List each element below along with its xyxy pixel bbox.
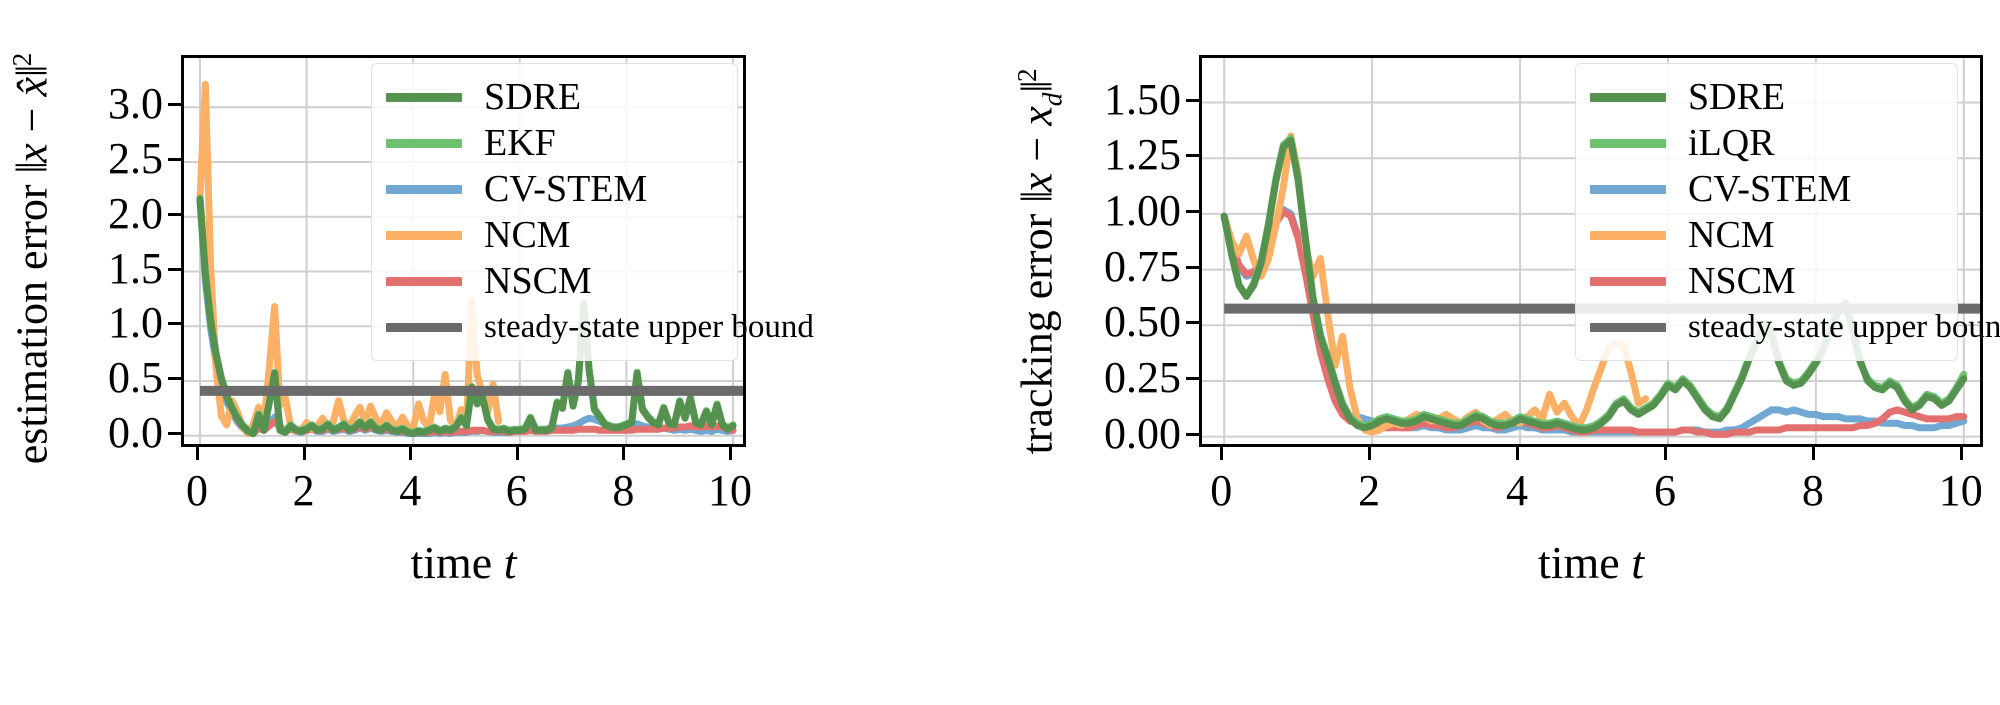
y-tick-mark <box>168 103 181 107</box>
legend-swatch-nscm <box>1590 276 1666 286</box>
y-tick-label: 0.0 <box>108 407 163 457</box>
legend-swatch-ekf <box>386 138 462 148</box>
x-tick-mark <box>302 447 306 460</box>
x-tick-mark <box>1368 447 1372 460</box>
legend-label: NCM <box>1688 214 1775 256</box>
y-tick-mark <box>1186 154 1199 158</box>
legend-swatch-steady-state-upper-bound <box>1590 322 1666 332</box>
legend-label: steady-state upper bound <box>1688 308 2000 345</box>
x-tick-label: 6 <box>505 466 528 515</box>
y-tick-mark <box>1186 376 1199 380</box>
y-tick-mark <box>168 322 181 326</box>
legend-label: SDRE <box>1688 76 1786 118</box>
legend-right: SDRE iLQR CV-STEM NCM NSCM steady-state upper… <box>1575 63 2000 361</box>
legend-item[interactable]: NCM <box>1590 212 1941 258</box>
x-tick-mark <box>1811 447 1815 460</box>
x-tick-mark <box>622 447 626 460</box>
x-tick-label: 2 <box>1358 466 1381 515</box>
legend-label: NSCM <box>484 260 592 302</box>
y-tick-label: 0.50 <box>1104 297 1181 347</box>
legend-item[interactable]: steady-state upper bound <box>1590 304 2000 350</box>
y-tick-label: 1.00 <box>1104 185 1181 235</box>
y-tick-mark <box>1186 98 1199 102</box>
x-tick-label: 2 <box>292 466 315 515</box>
x-tick-label: 8 <box>1801 466 1824 515</box>
legend-swatch-sdre <box>1590 92 1666 102</box>
y-tick-label: 0.25 <box>1104 352 1181 402</box>
legend-swatch-cv-stem <box>1590 184 1666 194</box>
y-tick-label: 2.0 <box>108 188 163 238</box>
legend-item[interactable]: iLQR <box>1590 120 1941 166</box>
legend-item[interactable]: NSCM <box>386 258 721 304</box>
legend-item[interactable]: EKF <box>386 120 721 166</box>
legend-label: iLQR <box>1688 122 1775 164</box>
legend-swatch-ncm <box>1590 230 1666 240</box>
y-tick-mark <box>1186 432 1199 436</box>
legend-label: CV-STEM <box>1688 168 1852 210</box>
x-axis-label-left: time t <box>410 537 517 588</box>
y-tick-mark <box>1186 321 1199 325</box>
y-tick-label: 0.00 <box>1104 408 1181 458</box>
x-tick-label: 6 <box>1653 466 1676 515</box>
legend-label: NCM <box>484 214 571 256</box>
legend-swatch-sdre <box>386 92 462 102</box>
y-tick-mark <box>168 377 181 381</box>
y-tick-label: 0.5 <box>108 353 163 403</box>
y-tick-label: 1.50 <box>1104 74 1181 124</box>
y-tick-mark <box>1186 265 1199 269</box>
y-tick-label: 1.0 <box>108 298 163 348</box>
y-tick-mark <box>168 212 181 216</box>
series-line-sdre <box>196 195 737 438</box>
x-tick-label: 10 <box>1938 466 1983 515</box>
y-tick-label: 3.0 <box>108 79 163 129</box>
legend-swatch-nscm <box>386 276 462 286</box>
y-tick-label: 1.5 <box>108 243 163 293</box>
y-tick-label: 2.5 <box>108 134 163 184</box>
legend-label: steady-state upper bound <box>484 308 814 345</box>
panel-tracking-error: tracking error ‖x − xd‖2 0.00 0.25 0.50 0.7… <box>1000 0 2000 705</box>
x-tick-label: 4 <box>1506 466 1529 515</box>
legend-item[interactable]: SDRE <box>1590 74 1941 120</box>
legend-item[interactable]: SDRE <box>386 74 721 120</box>
x-tick-mark <box>1663 447 1667 460</box>
legend-swatch-ncm <box>386 230 462 240</box>
y-tick-mark <box>168 431 181 435</box>
y-tick-mark <box>1186 209 1199 213</box>
legend-left: SDRE EKF CV-STEM NCM NSCM steady-state upper … <box>371 63 814 361</box>
x-tick-mark <box>729 447 732 460</box>
x-tick-label: 0 <box>185 466 208 515</box>
x-tick-label: 10 <box>708 466 752 515</box>
legend-item[interactable]: NSCM <box>1590 258 1941 304</box>
legend-swatch-steady-state-upper-bound <box>386 322 462 332</box>
y-tick-label: 0.75 <box>1104 241 1181 291</box>
panel-estimation-error: estimation error ‖x − x̂‖2 0.0 0.5 1.0 1.5 2… <box>7 53 814 588</box>
x-tick-mark <box>1959 447 1963 460</box>
y-tick-mark <box>168 158 181 162</box>
legend-item[interactable]: CV-STEM <box>1590 166 1941 212</box>
x-tick-mark <box>515 447 519 460</box>
legend-swatch-cv-stem <box>386 184 462 194</box>
legend-item[interactable]: steady-state upper bound <box>386 304 814 350</box>
legend-label: SDRE <box>484 76 582 118</box>
legend-item[interactable]: NCM <box>386 212 721 258</box>
x-tick-mark <box>1516 447 1520 460</box>
legend-swatch-ilqr <box>1590 138 1666 148</box>
x-axis-label-right: time t <box>1537 537 1645 588</box>
legend-item[interactable]: CV-STEM <box>386 166 721 212</box>
x-tick-mark <box>195 447 199 460</box>
legend-label: NSCM <box>1688 260 1796 302</box>
x-tick-label: 8 <box>612 466 635 515</box>
x-tick-mark <box>1220 447 1224 460</box>
y-tick-mark <box>168 267 181 271</box>
x-tick-label: 4 <box>399 466 422 515</box>
x-tick-label: 0 <box>1210 466 1233 515</box>
legend-label: EKF <box>484 122 556 164</box>
y-tick-label: 1.25 <box>1104 130 1181 180</box>
legend-label: CV-STEM <box>484 168 648 210</box>
x-tick-mark <box>409 447 413 460</box>
